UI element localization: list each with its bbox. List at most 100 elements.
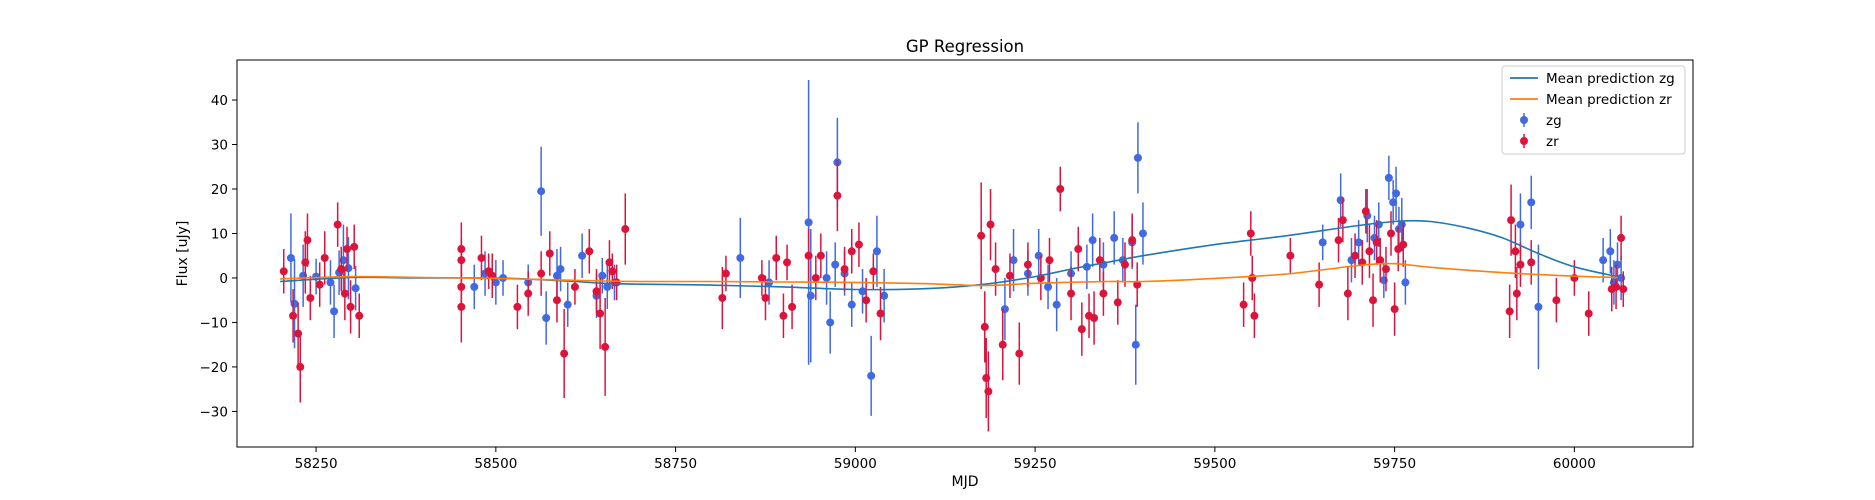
data-point: [1090, 314, 1099, 322]
y-tick-label: −20: [200, 360, 229, 376]
data-point: [545, 249, 554, 258]
data-point: [1343, 289, 1352, 298]
data-point: [306, 293, 315, 302]
legend-marker-swatch: [1520, 137, 1528, 145]
data-point: [1387, 229, 1396, 238]
data-point: [598, 271, 607, 280]
data-point: [1401, 278, 1410, 287]
data-point: [1023, 260, 1032, 269]
data-point: [1390, 305, 1399, 314]
data-point: [1248, 273, 1257, 282]
data-point: [761, 293, 770, 302]
data-point: [1056, 185, 1065, 193]
data-point: [608, 267, 617, 276]
data-point: [1088, 236, 1097, 245]
data-point: [1612, 282, 1621, 291]
data-point: [351, 284, 360, 293]
y-tick-label: 40: [211, 93, 228, 109]
data-point: [337, 265, 346, 274]
data-point: [1384, 173, 1393, 182]
data-point: [340, 289, 349, 298]
y-tick-label: 20: [211, 182, 228, 198]
data-point: [1351, 251, 1360, 260]
data-point: [1372, 238, 1381, 247]
data-point: [1584, 309, 1593, 318]
data-point: [1052, 300, 1061, 309]
data-point: [286, 253, 295, 262]
data-point: [1077, 325, 1086, 334]
data-point: [330, 307, 339, 316]
data-point: [333, 220, 342, 229]
data-point: [552, 296, 561, 305]
x-tick-label: 60000: [1553, 456, 1596, 472]
data-point: [757, 273, 766, 282]
data-point: [788, 302, 797, 311]
data-point: [869, 267, 878, 276]
data-point: [1599, 256, 1608, 265]
data-point: [1067, 289, 1076, 298]
plot-frame: [236, 59, 1694, 448]
data-point: [1354, 238, 1363, 247]
data-point: [1392, 189, 1401, 198]
data-point: [1133, 280, 1142, 289]
data-point: [806, 291, 815, 300]
data-point: [470, 282, 479, 291]
data-point: [1613, 260, 1622, 269]
data-point: [816, 251, 825, 260]
data-point: [603, 282, 612, 291]
data-point: [804, 251, 813, 260]
data-point: [1399, 240, 1408, 249]
data-point: [991, 265, 1000, 274]
legend: Mean prediction zg Mean prediction zr zg zr: [1501, 65, 1686, 155]
data-point: [1044, 282, 1053, 291]
data-point: [552, 271, 561, 280]
data-point: [289, 311, 298, 320]
data-point: [315, 280, 324, 289]
y-tick-label: −30: [200, 404, 229, 420]
data-point: [344, 264, 353, 273]
y-tick-label: 30: [211, 138, 228, 154]
x-tick-label: 59000: [834, 456, 877, 472]
data-point: [1045, 256, 1054, 265]
data-point: [721, 269, 730, 278]
data-point: [783, 258, 792, 267]
data-point: [563, 300, 572, 309]
data-point: [822, 273, 831, 282]
data-point: [862, 296, 871, 305]
data-point: [326, 278, 335, 287]
data-point: [1110, 233, 1119, 242]
y-tick-label: 10: [211, 226, 228, 242]
data-point: [1120, 260, 1129, 269]
data-point: [1505, 307, 1514, 316]
data-point: [303, 236, 312, 245]
data-point: [1095, 256, 1104, 265]
data-point: [980, 322, 989, 331]
chart-title: GP Regression: [906, 37, 1024, 56]
data-point: [1606, 247, 1615, 256]
data-point: [772, 253, 781, 262]
data-point: [1511, 247, 1520, 256]
data-point: [513, 302, 522, 311]
data-point: [1527, 198, 1536, 207]
data-point: [876, 309, 885, 318]
data-point: [1381, 265, 1390, 274]
data-point: [537, 269, 546, 278]
data-point: [1376, 256, 1385, 265]
data-point: [831, 260, 840, 269]
data-point: [1286, 251, 1295, 260]
data-point: [1133, 153, 1142, 162]
data-point: [872, 247, 881, 256]
legend-marker-swatch: [1520, 116, 1528, 124]
data-point: [1570, 273, 1579, 282]
data-point: [986, 220, 995, 229]
data-point: [355, 311, 364, 320]
data-point: [826, 318, 835, 327]
x-axis: 58250 58500 58750 59000 59250 59500 59750 60000: [295, 447, 1596, 472]
data-point: [1250, 311, 1259, 320]
data-point: [601, 342, 610, 351]
data-point: [1113, 298, 1122, 307]
data-point: [621, 225, 630, 234]
data-point: [1369, 296, 1378, 305]
x-tick-label: 58500: [474, 456, 517, 472]
